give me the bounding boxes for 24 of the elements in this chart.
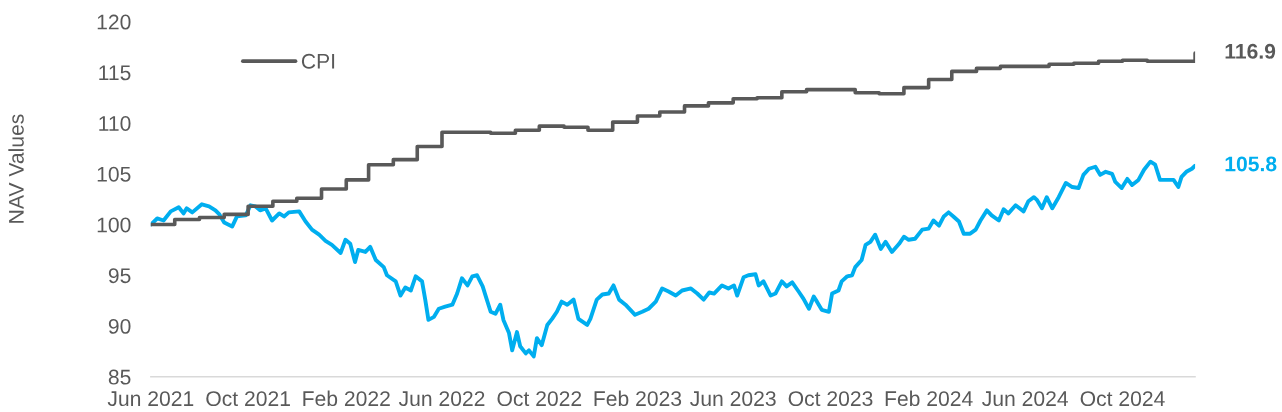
x-tick-label: Feb 2023 <box>594 390 682 407</box>
legend-label: CPI <box>301 53 335 69</box>
y-tick-label: 95 <box>108 268 131 284</box>
x-tick-label: Oct 2022 <box>497 391 582 407</box>
y-tick-label: 100 <box>97 217 131 233</box>
y-tick-label: 110 <box>99 116 131 131</box>
x-tick-label: Oct 2021 <box>206 391 290 407</box>
x-tick-label: Jun 2022 <box>398 391 485 407</box>
x-tick-label: Oct 2024 <box>1080 391 1165 407</box>
data-label: 116.9 <box>1225 43 1276 59</box>
x-tick-label: Jun 2024 <box>982 391 1068 407</box>
x-tick-label: Feb 2022 <box>303 390 390 407</box>
y-axis-title: NAV Values <box>8 114 24 223</box>
line-series <box>150 159 1196 359</box>
y-tick-label: 85 <box>108 369 131 385</box>
x-tick-label: Jun 2021 <box>107 391 194 407</box>
y-tick-label: 90 <box>108 318 131 334</box>
x-tick-label: Feb 2024 <box>885 390 973 407</box>
y-tick-label: 105 <box>97 166 131 182</box>
x-tick-label: Jun 2023 <box>690 391 776 407</box>
data-label: 105.8 <box>1225 156 1277 172</box>
y-tick-label: 120 <box>97 14 131 30</box>
y-tick-label: 115 <box>99 65 131 81</box>
x-tick-label: Oct 2023 <box>788 391 873 407</box>
